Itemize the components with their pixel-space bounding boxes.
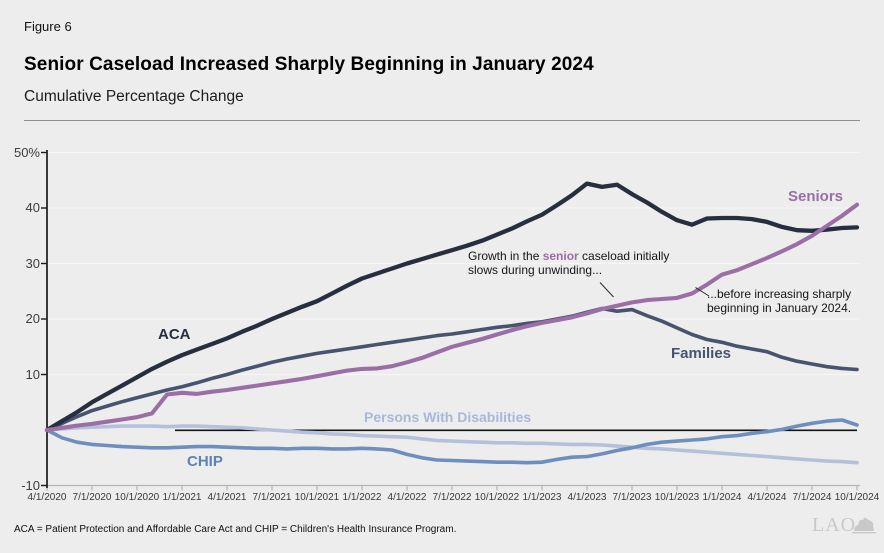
x-tick-label: 1/1/2024 [702,492,742,503]
lao-bear-icon [852,517,877,534]
series-label-persons-with-disabilities: Persons With Disabilities [364,409,532,425]
series-line-chip [45,418,859,465]
series-label-families: Families [671,345,732,362]
x-tick-label: 4/1/2022 [387,492,427,503]
x-tick-label: 4/1/2020 [27,492,67,503]
x-tick-label: 1/1/2021 [162,492,202,503]
x-tick-label: 7/1/2020 [72,492,112,503]
y-tick-label: 40 [25,200,40,215]
y-tick-label: 30 [25,255,40,271]
series-label-aca: ACA [158,326,191,343]
x-tick-label: 4/1/2021 [207,492,247,503]
lao-logo: LAO [812,514,877,537]
x-tick-label: 10/1/2023 [654,492,700,503]
page-title: Senior Caseload Increased Sharply Beginn… [24,54,594,75]
series-line-families [45,306,859,432]
annotation-unwinding-pre: Growth in the [468,249,543,263]
x-tick-label: 7/1/2023 [612,492,652,503]
x-tick-label: 7/1/2021 [252,492,292,503]
series-line-aca [44,181,860,433]
y-tick-label: 20 [25,311,40,326]
x-tick-label: 4/1/2024 [747,492,787,503]
footnote: ACA = Patient Protection and Affordable … [14,524,457,535]
page-subtitle: Cumulative Percentage Change [24,88,244,105]
series-line-seniors [44,202,860,433]
x-tick-label: 10/1/2024 [834,492,880,503]
x-tick-label: 1/1/2022 [342,492,382,503]
series-line-persons-with-disabilities [45,424,859,465]
x-tick-label: 1/1/2023 [522,492,562,503]
y-tick-label: -10 [21,477,40,493]
x-tick-label: 7/1/2024 [792,492,832,503]
series-label-seniors: Seniors [788,188,844,205]
annotation-unwinding: Growth in the senior caseload initially … [468,249,690,277]
y-tick-label: 50% [13,144,40,160]
annotation-january-2024: ...before increasing sharply beginning i… [707,287,852,316]
x-tick-label: 7/1/2022 [432,492,472,503]
annotation-leader-line [599,282,614,298]
x-tick-label: 10/1/2020 [114,492,160,503]
annotation-leader-line [695,287,710,297]
x-tick-label: 10/1/2021 [294,492,340,503]
y-tick-label: 10 [25,366,40,382]
lao-logo-text: LAO [812,514,857,536]
annotation-unwinding-post: caseload initially slows during unwindin… [468,249,670,278]
header-divider [24,120,860,121]
x-tick-label: 4/1/2023 [567,492,607,503]
annotation-unwinding-highlight: senior [542,249,579,263]
series-label-chip: CHIP [187,453,223,470]
x-tick-label: 10/1/2022 [474,492,520,503]
figure-label: Figure 6 [24,19,72,34]
